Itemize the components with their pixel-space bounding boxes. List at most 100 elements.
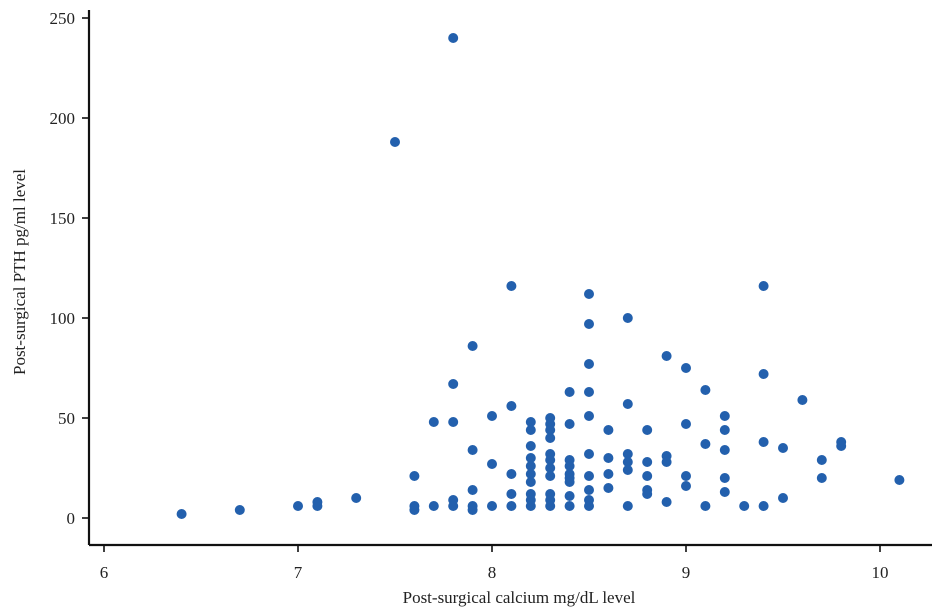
data-point [390,137,400,147]
data-point [467,445,478,455]
data-point [836,441,847,451]
data-point [642,471,653,481]
data-point [564,501,575,511]
data-point [448,417,459,427]
data-point [700,385,711,395]
data-point [661,351,672,361]
data-point [816,455,827,465]
data-point [642,457,653,467]
y-tick-label: 100 [50,309,76,328]
y-tick-label: 50 [58,409,75,428]
data-point [487,459,497,469]
data-point [525,501,536,511]
data-point [758,501,769,511]
data-point [545,455,556,465]
data-point [816,473,827,483]
y-axis-ticks: 0 50 100 150 200 250 [50,9,89,528]
data-point [758,281,769,291]
axes [87,10,932,547]
data-point [681,471,691,481]
data-point [700,501,711,511]
data-point [622,465,633,475]
data-point [622,449,633,459]
data-point [584,359,594,369]
data-point [778,443,788,453]
data-point [681,419,691,429]
data-point [622,399,633,409]
data-point [525,469,536,479]
data-point [603,483,614,493]
data-point [719,473,730,483]
x-tick-label: 7 [294,563,303,582]
data-point [661,457,672,467]
x-tick-label: 9 [682,563,691,582]
data-point [642,425,653,435]
scatter-points [176,33,905,519]
data-point [584,485,594,495]
y-tick-label: 200 [50,109,76,128]
x-tick-label: 8 [488,563,497,582]
data-point [584,387,594,397]
data-point [545,471,556,481]
data-point [603,453,614,463]
data-point [448,33,459,43]
data-point [622,457,633,467]
data-point [584,319,594,329]
data-point [467,505,478,515]
data-point [525,441,536,451]
y-tick-label: 0 [67,509,76,528]
data-point [525,477,536,487]
data-point [622,313,633,323]
y-axis-title: Post-surgical PTH pg/ml level [10,169,29,375]
x-tick-label: 10 [872,563,889,582]
data-point [506,401,517,411]
data-point [312,497,323,507]
data-point [758,437,769,447]
data-point [351,493,362,503]
data-point [564,419,575,429]
data-point [487,501,497,511]
data-point [584,449,594,459]
data-point [487,411,497,421]
data-point [681,481,691,491]
data-point [176,509,187,519]
data-point [584,411,594,421]
data-point [700,439,711,449]
data-point [545,463,556,473]
data-point [234,505,245,515]
data-point [525,425,536,435]
data-point [525,417,536,427]
data-point [603,425,614,435]
data-point [622,501,633,511]
data-point [409,501,420,511]
x-tick-label: 6 [100,563,109,582]
data-point [506,281,517,291]
data-point [564,387,575,397]
data-point [681,363,691,373]
data-point [448,379,459,389]
data-point [564,491,575,501]
data-point [564,477,575,487]
data-point [428,501,439,511]
data-point [467,341,478,351]
data-point [603,469,614,479]
data-point [719,411,730,421]
data-point [545,425,556,435]
data-point [506,469,517,479]
y-tick-label: 150 [50,209,76,228]
data-point [428,417,439,427]
data-point [506,501,517,511]
data-point [448,501,459,511]
data-point [409,471,420,481]
data-point [293,501,303,511]
data-point [719,487,730,497]
y-tick-label: 250 [50,9,76,28]
data-point [719,425,730,435]
data-point [778,493,788,503]
data-point [584,501,594,511]
data-point [525,461,536,471]
data-point [642,489,653,499]
data-point [797,395,808,405]
data-point [758,369,769,379]
